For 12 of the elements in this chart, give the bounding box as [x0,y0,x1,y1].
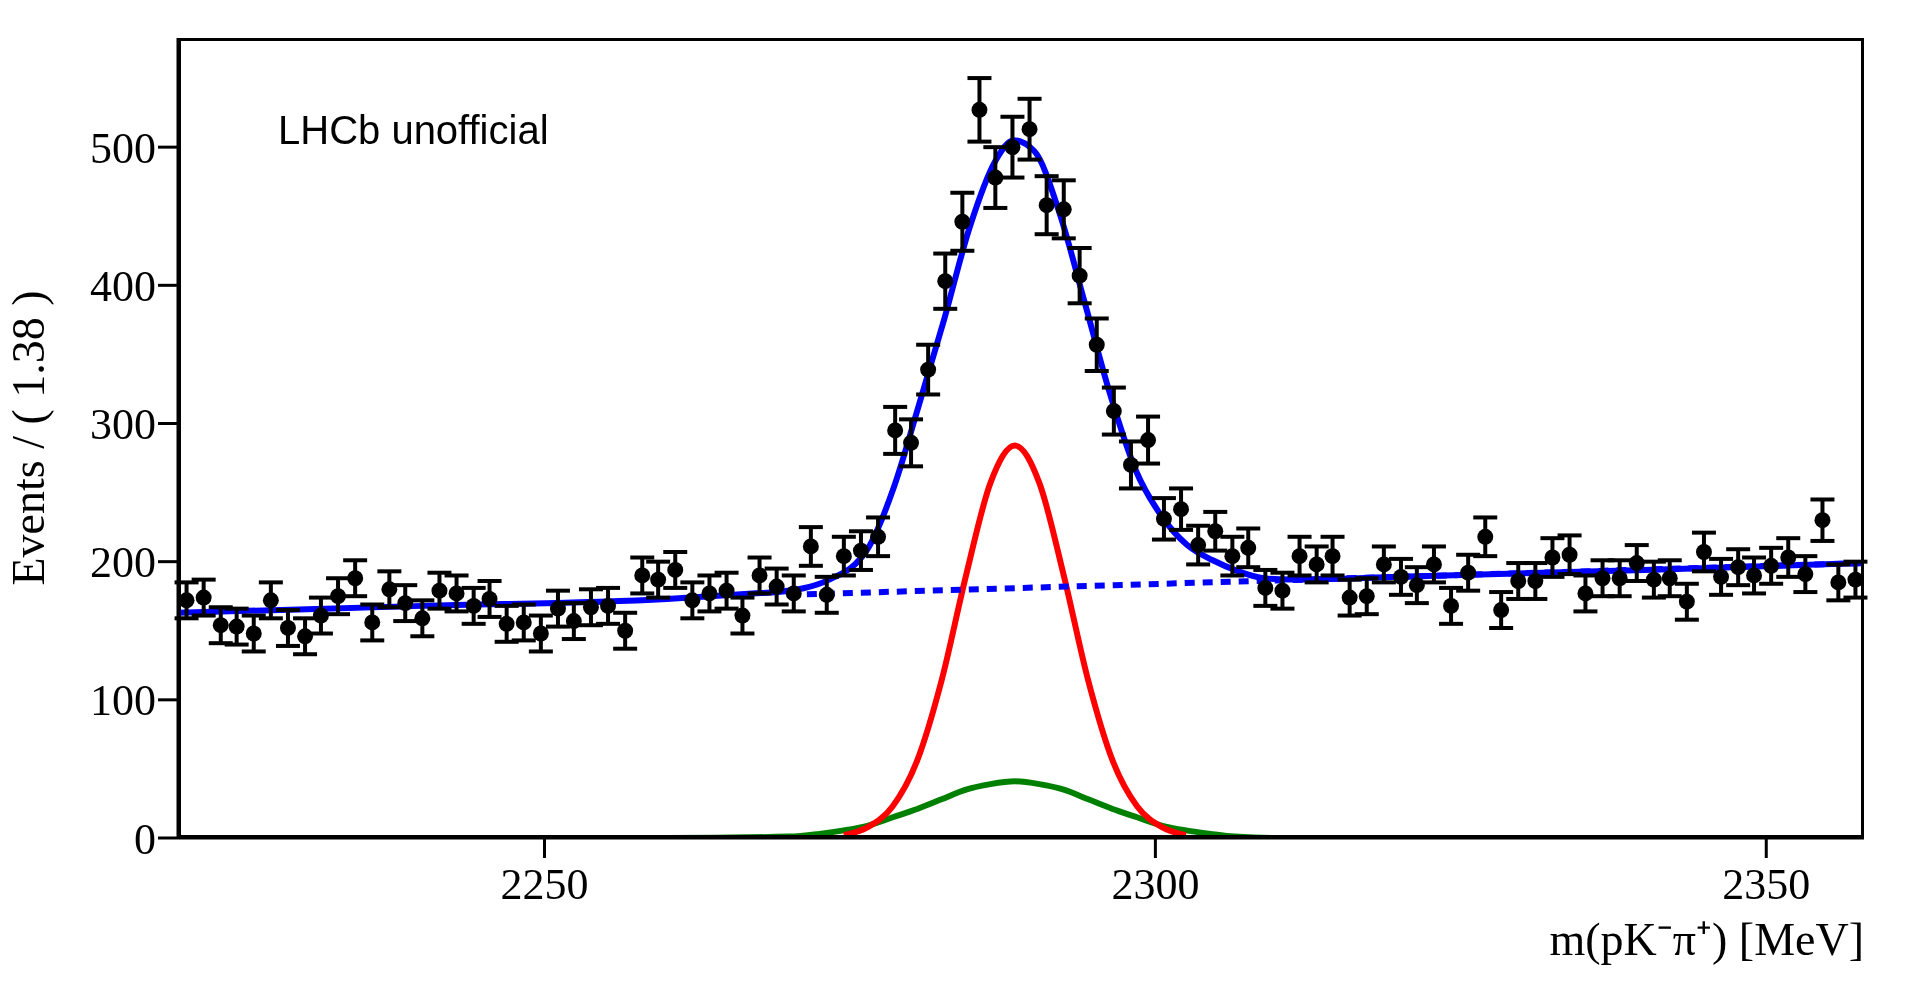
x-axis-title: m(pK⁻π⁺) [MeV] [1549,914,1864,965]
x-tick-label: 2300 [1111,860,1200,910]
y-tick-label: 100 [90,676,156,726]
x-tick-label: 2250 [500,860,589,910]
x-tick-label: 2350 [1722,860,1811,910]
y-tick-label: 500 [90,123,156,173]
y-tick-label: 400 [90,261,156,311]
y-tick-label: 0 [134,814,156,864]
annotation: LHCb unofficial [278,108,549,153]
y-axis-title: Events / ( 1.38 ) [3,290,55,586]
y-tick-label: 200 [90,538,156,588]
y-tick-label: 300 [90,400,156,450]
